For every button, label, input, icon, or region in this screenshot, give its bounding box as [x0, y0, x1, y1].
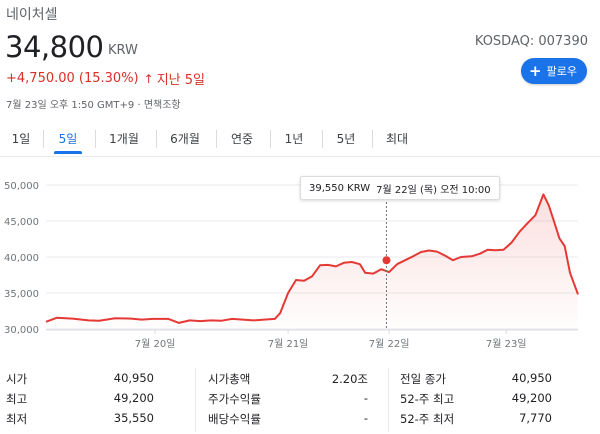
x-tick-label: 7월 23일 — [486, 338, 527, 350]
ticker-symbol: KOSDAQ: 007390 — [474, 34, 588, 49]
stats-row: 최저 35,550 배당수익률 - 52-주 최저 7,770 — [0, 408, 600, 428]
stats-row: 시가 40,950 시가총액 2.20조 전일 종가 40,950 — [0, 368, 600, 388]
price-line — [45, 193, 579, 324]
tab-max[interactable]: 최대 — [385, 132, 409, 146]
x-tick-label: 7월 22일 — [369, 338, 410, 350]
follow-button[interactable]: + 팔로우 — [521, 58, 587, 84]
y-tick-label: 40,000 — [4, 253, 39, 264]
stat-value-open: 40,950 — [113, 371, 154, 385]
stat-label-pe-ratio: 주가수익률 — [208, 392, 261, 406]
y-tick-label: 30,000 — [4, 325, 39, 336]
stat-label-high: 최고 — [6, 392, 28, 406]
tooltip-date: 7월 22일 (목) 오전 10:00 — [376, 184, 491, 196]
stat-label-market-cap: 시가총액 — [208, 372, 251, 386]
hover-point — [382, 256, 391, 265]
tab-6m[interactable]: 6개월 — [170, 132, 200, 146]
stats-divider-2 — [388, 368, 389, 432]
arrow-up-icon: ↑ — [143, 71, 154, 86]
y-axis-labels: 50,000 45,000 40,000 35,000 30,000 — [4, 181, 39, 336]
x-tick-label: 7월 20일 — [135, 338, 176, 350]
chart-tooltip: 39,550 KRW 7월 22일 (목) 오전 10:00 — [300, 176, 500, 200]
stats-row: 최고 49,200 주가수익률 - 52-주 최고 49,200 — [0, 388, 600, 408]
x-axis: 7월 20일 7월 21일 7월 22일 7월 23일 — [46, 329, 578, 350]
price-area — [46, 194, 578, 329]
stat-value-market-cap: 2.20조 — [331, 372, 368, 386]
stats-divider-1 — [195, 368, 196, 432]
range-tabs: 1일 5일 1개월 6개월 연중 1년 5년 최대 — [0, 124, 600, 154]
y-tick-label: 35,000 — [4, 289, 39, 300]
y-tick-label: 45,000 — [4, 217, 39, 228]
tab-1m[interactable]: 1개월 — [109, 132, 139, 146]
stat-label-prev-close: 전일 종가 — [400, 372, 446, 386]
current-price: 34,800 — [5, 30, 104, 64]
stats-table: 시가 40,950 시가총액 2.20조 전일 종가 40,950 최고 49,… — [0, 368, 600, 428]
timestamp-disclaimer[interactable]: 7월 23일 오후 1:50 GMT+9 · 면책조항 — [6, 100, 181, 111]
stat-label-52w-high: 52-주 최고 — [400, 392, 455, 406]
tabs-divider — [0, 156, 600, 157]
plus-icon: + — [529, 61, 542, 80]
y-tick-label: 50,000 — [4, 181, 39, 192]
tab-ytd[interactable]: 연중 — [230, 132, 254, 146]
stat-value-dividend-yield: - — [363, 411, 368, 425]
change-value: +4,750.00 (15.30%) — [6, 71, 139, 86]
tab-5d[interactable]: 5일 — [54, 130, 82, 154]
tab-1y[interactable]: 1년 — [284, 132, 304, 146]
x-tick-label: 7월 21일 — [268, 338, 309, 350]
stat-value-52w-high: 49,200 — [511, 391, 552, 405]
company-name: 네이처셀 — [6, 7, 58, 23]
tab-1d[interactable]: 1일 — [11, 132, 31, 146]
stat-value-prev-close: 40,950 — [511, 371, 552, 385]
stat-value-pe-ratio: - — [363, 391, 368, 405]
tooltip-value: 39,550 KRW — [309, 182, 371, 194]
stat-label-52w-low: 52-주 최저 — [400, 412, 455, 426]
tab-5y[interactable]: 5년 — [336, 132, 356, 146]
stat-label-low: 최저 — [6, 412, 28, 426]
stat-label-open: 시가 — [6, 372, 28, 386]
change-period: 지난 5일 — [156, 73, 205, 88]
follow-label: 팔로우 — [546, 65, 577, 78]
stat-label-dividend-yield: 배당수익률 — [208, 412, 261, 426]
currency-label: KRW — [108, 43, 138, 58]
stat-value-52w-low: 7,770 — [519, 411, 552, 425]
stat-value-low: 35,550 — [113, 411, 154, 425]
price-change: +4,750.00 (15.30%) ↑ 지난 5일 — [6, 69, 205, 88]
stat-value-high: 49,200 — [113, 391, 154, 405]
